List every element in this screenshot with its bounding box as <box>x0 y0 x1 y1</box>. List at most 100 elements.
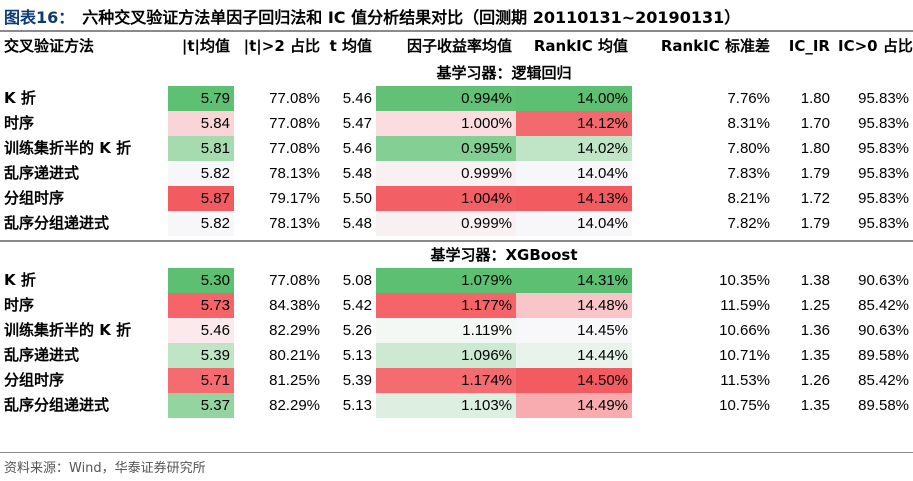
method-cell: 分组时序 <box>4 189 65 207</box>
table-row: 乱序分组递进式 5.37 82.29% 5.13 1.103% 14.49% 10.75% 1… <box>0 393 913 418</box>
cell-t-mean: 5.46 <box>342 90 372 107</box>
cell-factor-return: 0.994% <box>376 86 516 111</box>
cell-t-mean: 5.46 <box>342 140 372 157</box>
cell-rankic-mean: 14.04% <box>516 211 632 236</box>
cell-factor-return: 1.119% <box>376 318 516 343</box>
cell-ic-ir: 1.26 <box>800 372 830 389</box>
cell-rankic-std: 11.59% <box>720 297 770 314</box>
cell-factor-return: 1.174% <box>376 368 516 393</box>
cell-t-mean: 5.47 <box>342 115 372 132</box>
method-cell: 时序 <box>4 296 35 314</box>
results-table: 交叉验证方法 |t|均值 |t|>2 占比 t 均值 因子收益率均值 RankI… <box>0 32 913 418</box>
method-cell: 乱序分组递进式 <box>4 214 110 232</box>
cell-t-gt2: 80.21% <box>269 347 320 364</box>
cell-t-gt2: 77.08% <box>269 140 320 157</box>
cell-t-mean: 5.08 <box>342 272 372 289</box>
col-header-ic-pos: IC>0 占比 <box>838 37 913 55</box>
figure-label: 图表16： <box>4 8 75 27</box>
table-row: 训练集折半的 K 折 5.81 77.08% 5.46 0.995% 14.02% 7.80… <box>0 136 913 161</box>
cell-rankic-std: 7.80% <box>727 140 770 157</box>
cell-t-abs-mean: 5.46 <box>168 318 234 343</box>
cell-ic-pos: 89.58% <box>858 347 909 364</box>
cell-rankic-std: 10.35% <box>719 272 770 289</box>
cell-t-gt2: 77.08% <box>269 90 320 107</box>
cell-ic-ir: 1.35 <box>800 397 830 414</box>
cell-ic-pos: 95.83% <box>858 215 909 232</box>
section-label: 基学习器：逻辑回归 <box>436 64 572 82</box>
cell-t-gt2: 77.08% <box>269 115 320 132</box>
cell-ic-ir: 1.79 <box>800 215 830 232</box>
cell-ic-ir: 1.35 <box>800 347 830 364</box>
cell-t-abs-mean: 5.84 <box>168 111 234 136</box>
table-row: 时序 5.84 77.08% 5.47 1.000% 14.12% 8.31% 1.70 95.… <box>0 111 913 136</box>
cell-t-abs-mean: 5.71 <box>168 368 234 393</box>
cell-ic-pos: 85.42% <box>858 372 909 389</box>
table-row: 训练集折半的 K 折 5.46 82.29% 5.26 1.119% 14.45% 10.6… <box>0 318 913 343</box>
cell-rankic-std: 10.75% <box>719 397 770 414</box>
cell-factor-return: 1.096% <box>376 343 516 368</box>
method-cell: K 折 <box>4 89 36 107</box>
cell-rankic-std: 7.76% <box>727 90 770 107</box>
cell-rankic-std: 7.83% <box>727 165 770 182</box>
cell-ic-ir: 1.80 <box>800 140 830 157</box>
section-spacer <box>0 60 376 86</box>
cell-t-gt2: 77.08% <box>269 272 320 289</box>
cell-t-mean: 5.50 <box>342 190 372 207</box>
method-cell: 训练集折半的 K 折 <box>4 321 132 339</box>
table-row: K 折 5.79 77.08% 5.46 0.994% 14.00% 7.76% 1.80 95… <box>0 86 913 111</box>
top-rule <box>0 30 913 32</box>
cell-ic-pos: 85.42% <box>858 297 909 314</box>
section-spacer <box>632 241 913 268</box>
cell-ic-pos: 95.83% <box>858 190 909 207</box>
cell-t-abs-mean: 5.82 <box>168 161 234 186</box>
cell-t-mean: 5.26 <box>342 322 372 339</box>
col-header-t-abs-mean: |t|均值 <box>181 37 230 55</box>
method-cell: 时序 <box>4 114 35 132</box>
cell-factor-return: 1.004% <box>376 186 516 211</box>
figure-title: 图表16： 六种交叉验证方法单因子回归法和 IC 值分析结果对比（回测期 2011… <box>4 4 740 28</box>
cell-factor-return: 0.995% <box>376 136 516 161</box>
figure-title-text: 六种交叉验证方法单因子回归法和 IC 值分析结果对比（回测期 20110131~… <box>82 8 741 27</box>
cell-t-abs-mean: 5.81 <box>168 136 234 161</box>
bottom-rule <box>0 452 913 453</box>
cell-t-abs-mean: 5.37 <box>168 393 234 418</box>
cell-rankic-mean: 14.45% <box>516 318 632 343</box>
cell-factor-return: 0.999% <box>376 161 516 186</box>
cell-t-gt2: 79.17% <box>269 190 320 207</box>
cell-t-abs-mean: 5.73 <box>168 293 234 318</box>
col-header-factor-return: 因子收益率均值 <box>406 37 512 55</box>
cell-factor-return: 1.000% <box>376 111 516 136</box>
cell-t-mean: 5.39 <box>342 372 372 389</box>
cell-ic-pos: 95.83% <box>858 165 909 182</box>
cell-ic-ir: 1.72 <box>800 190 830 207</box>
section-header-row: 基学习器：XGBoost <box>0 241 913 268</box>
cell-t-abs-mean: 5.39 <box>168 343 234 368</box>
cell-t-gt2: 78.13% <box>269 215 320 232</box>
cell-factor-return: 0.999% <box>376 211 516 236</box>
cell-ic-pos: 95.83% <box>858 115 909 132</box>
cell-t-gt2: 81.25% <box>269 372 320 389</box>
cell-rankic-mean: 14.50% <box>516 368 632 393</box>
cell-rankic-mean: 14.12% <box>516 111 632 136</box>
section-label: 基学习器：XGBoost <box>430 246 578 264</box>
cell-ic-pos: 90.63% <box>858 322 909 339</box>
section-spacer <box>0 241 376 268</box>
cell-ic-ir: 1.25 <box>800 297 830 314</box>
cell-rankic-mean: 14.00% <box>516 86 632 111</box>
cell-t-mean: 5.13 <box>342 397 372 414</box>
table-row: 分组时序 5.71 81.25% 5.39 1.174% 14.50% 11.53% 1.26… <box>0 368 913 393</box>
cell-rankic-std: 8.21% <box>727 190 770 207</box>
cell-ic-pos: 95.83% <box>858 90 909 107</box>
section-header-row: 基学习器：逻辑回归 <box>0 60 913 86</box>
source-note: 资料来源：Wind，华泰证券研究所 <box>4 461 206 476</box>
cell-t-mean: 5.42 <box>342 297 372 314</box>
table-body: 基学习器：逻辑回归 K 折 5.79 77.08% 5.46 0.994% 14.00% 7.… <box>0 60 913 418</box>
cell-ic-ir: 1.80 <box>800 90 830 107</box>
table-row: 乱序递进式 5.39 80.21% 5.13 1.096% 14.44% 10.71% 1.3… <box>0 343 913 368</box>
table-row: 时序 5.73 84.38% 5.42 1.177% 14.48% 11.59% 1.25 85… <box>0 293 913 318</box>
cell-factor-return: 1.177% <box>376 293 516 318</box>
method-cell: 分组时序 <box>4 371 65 389</box>
col-header-rankic-mean: RankIC 均值 <box>533 37 628 55</box>
method-cell: 训练集折半的 K 折 <box>4 139 132 157</box>
cell-rankic-mean: 14.31% <box>516 268 632 293</box>
